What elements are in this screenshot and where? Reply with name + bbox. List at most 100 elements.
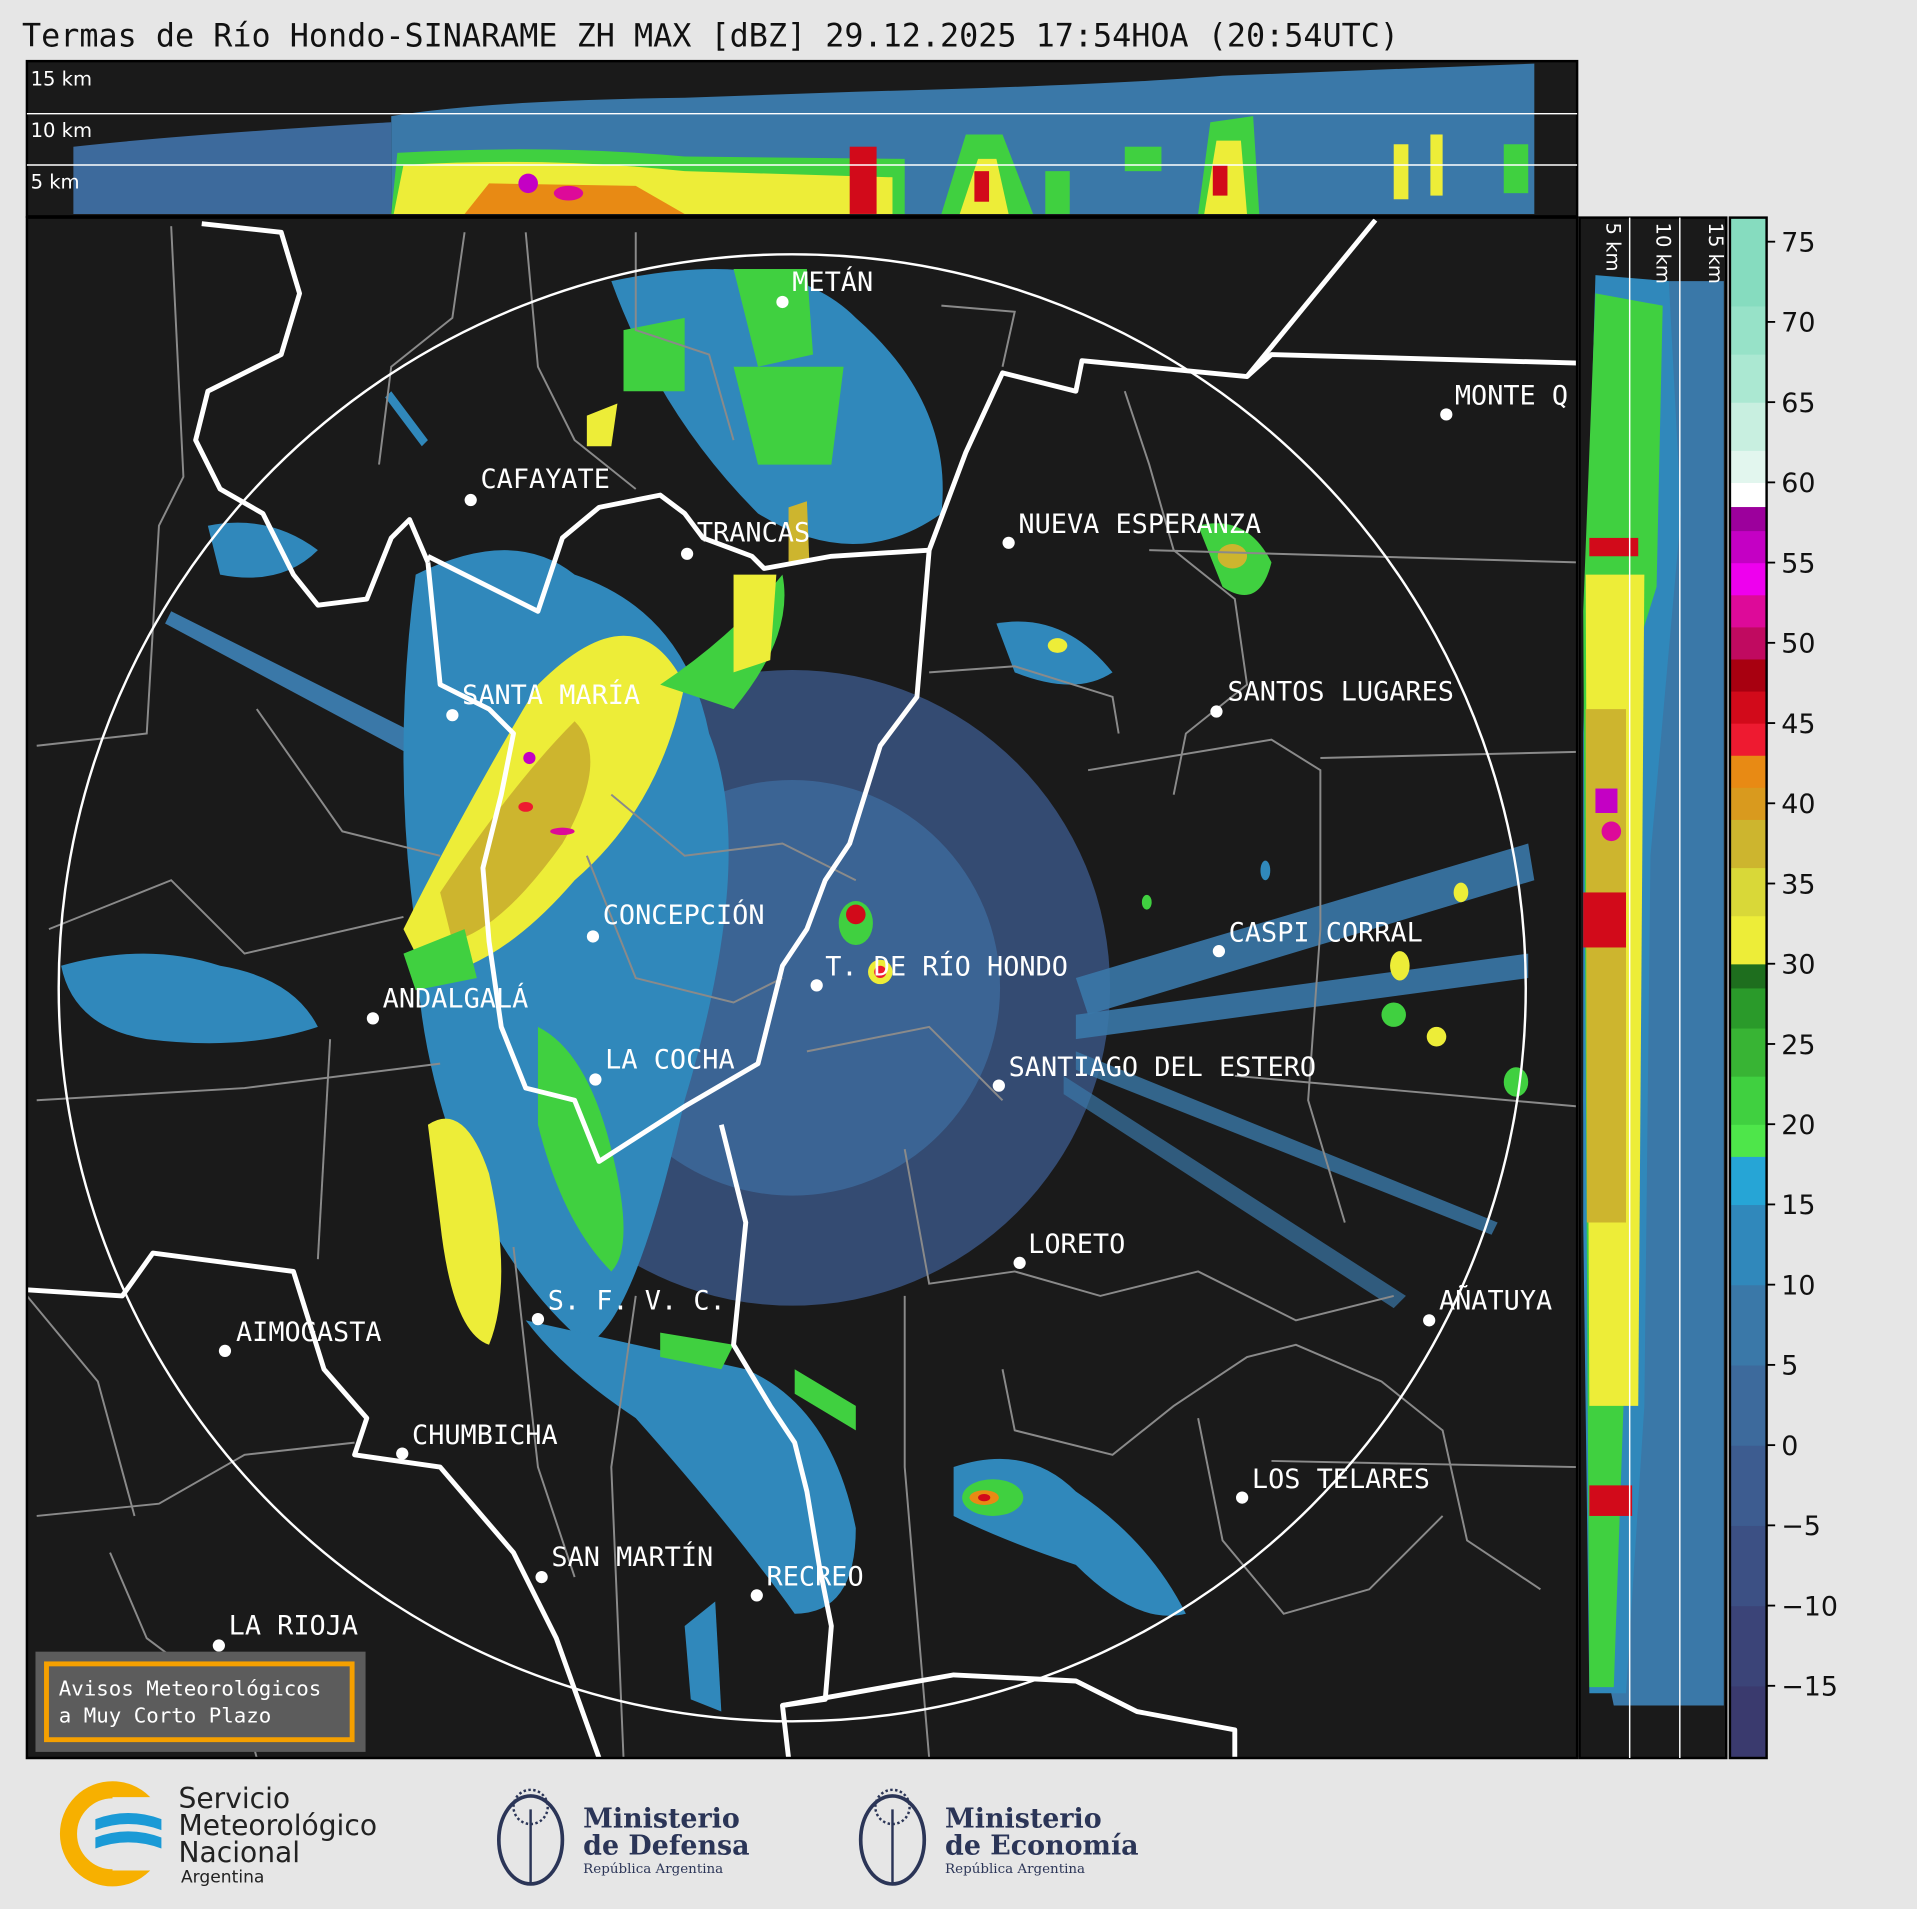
city-concepcion: CONCEPCIÓN (586, 899, 765, 943)
city-label: SAN MARTÍN (551, 1541, 713, 1573)
colorbar-tick-label: 65 (1781, 388, 1815, 419)
colorbar-tick-label: −15 (1781, 1672, 1838, 1703)
colorbar-tick-label: 20 (1781, 1110, 1815, 1141)
colorbar-tick-label: 10 (1781, 1270, 1815, 1301)
colorbar-bin (1729, 562, 1767, 596)
colorbar-tick-label: −10 (1781, 1591, 1838, 1622)
colorbar-bin (1729, 217, 1767, 307)
city-chumbicha: CHUMBICHA (396, 1420, 558, 1460)
colorbar-bin (1729, 1124, 1767, 1157)
radar-map: METÁN MONTE Q CAFAYATE TRANCAS NUEVA ESP… (25, 216, 1579, 1760)
right-cross-section: 5 km 10 km 15 km (1578, 216, 1728, 1760)
city-andalgala: ANDALGALÁ (366, 982, 529, 1025)
colorbar-tick-label: 75 (1781, 227, 1815, 258)
argentina-coat-of-arms-icon (496, 1788, 565, 1886)
colorbar-bin (1729, 305, 1767, 355)
city-trancas: TRANCAS (680, 518, 810, 560)
colorbar-bin (1729, 867, 1767, 917)
city-cafayate: CAFAYATE (464, 464, 610, 507)
city-label: TRANCAS (697, 518, 810, 549)
city-label: LOS TELARES (1252, 1464, 1430, 1495)
radar-range-ring (57, 253, 1527, 1723)
city-label: SANTA MARÍA (462, 679, 640, 711)
smn-line-4: Argentina (181, 1868, 264, 1888)
defensa-line-3: República Argentina (583, 1862, 723, 1877)
colorbar-bin (1729, 963, 1767, 989)
colorbar-bin (1729, 819, 1767, 869)
city-los-telares: LOS TELARES (1236, 1464, 1430, 1504)
warning-line-2: a Muy Corto Plazo (59, 1704, 272, 1728)
city-label: CAFAYATE (480, 464, 609, 495)
city-sfvc: S. F. V. C. (531, 1285, 726, 1326)
colorbar-bin (1729, 723, 1767, 756)
city-label: AÑATUYA (1439, 1284, 1552, 1316)
colorbar-bin (1729, 626, 1767, 660)
smn-line-2: Meteorológico (179, 1809, 378, 1842)
colorbar-tick-label: 40 (1781, 789, 1815, 820)
colorbar-bin (1729, 402, 1767, 451)
colorbar-tick-label: −5 (1781, 1511, 1821, 1542)
department-borders (26, 226, 1578, 1759)
colorbar-tick-label: 50 (1781, 629, 1815, 660)
colorbar-bin (1729, 1685, 1767, 1759)
colorbar-bin (1729, 1364, 1767, 1446)
city-aimogasta: AIMOGASTA (218, 1317, 382, 1358)
city-santos-lugares: SANTOS LUGARES (1210, 677, 1454, 718)
city-santiago-del-estero: SANTIAGO DEL ESTERO (992, 1052, 1316, 1092)
city-label: AIMOGASTA (236, 1317, 382, 1348)
smn-line-1: Servicio (179, 1782, 291, 1815)
colorbar-tick-label: 25 (1781, 1030, 1815, 1061)
colorbar-bin (1729, 530, 1767, 564)
colorbar-bin (1729, 1525, 1767, 1607)
economia-line-1: Ministerio (945, 1804, 1102, 1835)
city-santa-maria: SANTA MARÍA (446, 679, 640, 722)
city-label: LORETO (1028, 1229, 1125, 1260)
right-section-label-5km: 5 km (1601, 223, 1624, 272)
city-nueva-esperanza: NUEVA ESPERANZA (1002, 509, 1261, 549)
colorbar-bin (1729, 1605, 1767, 1687)
city-la-cocha: LA COCHA (589, 1045, 735, 1086)
colorbar-bin (1729, 1284, 1767, 1366)
city-label: ANDALGALÁ (383, 982, 529, 1014)
city-label: LA COCHA (605, 1045, 734, 1076)
colorbar-bin (1729, 450, 1767, 483)
radar-echoes (61, 268, 1535, 1712)
city-label: SANTIAGO DEL ESTERO (1009, 1052, 1316, 1083)
smn-line-3: Nacional (179, 1836, 301, 1869)
top-section-label-15km: 15 km (31, 68, 92, 91)
city-markers: METÁN MONTE Q CAFAYATE TRANCAS NUEVA ESP… (212, 266, 1568, 1652)
colorbar-bin (1729, 506, 1767, 532)
colorbar-bin (1729, 354, 1767, 403)
colorbar-tick-label: 35 (1781, 869, 1815, 900)
argentina-coat-of-arms-icon (858, 1788, 927, 1886)
city-termas-de-rio-hondo: T. DE RÍO HONDO (810, 951, 1068, 992)
city-label: T. DE RÍO HONDO (825, 951, 1068, 983)
warning-box: Avisos Meteorológicos a Muy Corto Plazo (35, 1651, 366, 1752)
city-loreto: LORETO (1013, 1229, 1125, 1269)
figure-title: Termas de Río Hondo-SINARAME ZH MAX [dBZ… (22, 18, 1399, 54)
city-label: MONTE Q (1455, 381, 1568, 412)
city-label: CONCEPCIÓN (603, 899, 765, 931)
logo-ministerio-economia: Ministerio de Economía República Argenti… (858, 1788, 1139, 1886)
city-anatuya: AÑATUYA (1423, 1284, 1552, 1327)
top-cross-section: 15 km 10 km 5 km (25, 59, 1579, 218)
city-caspi-corral: CASPI CORRAL (1212, 917, 1423, 958)
colorbar-bin (1729, 594, 1767, 628)
province-borders (26, 218, 1578, 1759)
colorbar-bin (1729, 1076, 1767, 1125)
city-san-martin: SAN MARTÍN (535, 1541, 713, 1584)
city-label: CHUMBICHA (412, 1420, 558, 1451)
city-label: CASPI CORRAL (1229, 917, 1423, 948)
city-label: RECREO (767, 1562, 864, 1593)
economia-line-3: República Argentina (945, 1862, 1085, 1877)
defensa-line-2: de Defensa (583, 1831, 749, 1862)
top-section-label-10km: 10 km (31, 119, 92, 142)
defensa-line-1: Ministerio (583, 1804, 740, 1835)
city-label: METÁN (792, 266, 873, 298)
city-la-rioja: LA RIOJA (212, 1611, 358, 1652)
colorbar-bin (1729, 690, 1767, 724)
city-metan: METÁN (776, 266, 873, 309)
colorbar-bin (1729, 915, 1767, 965)
